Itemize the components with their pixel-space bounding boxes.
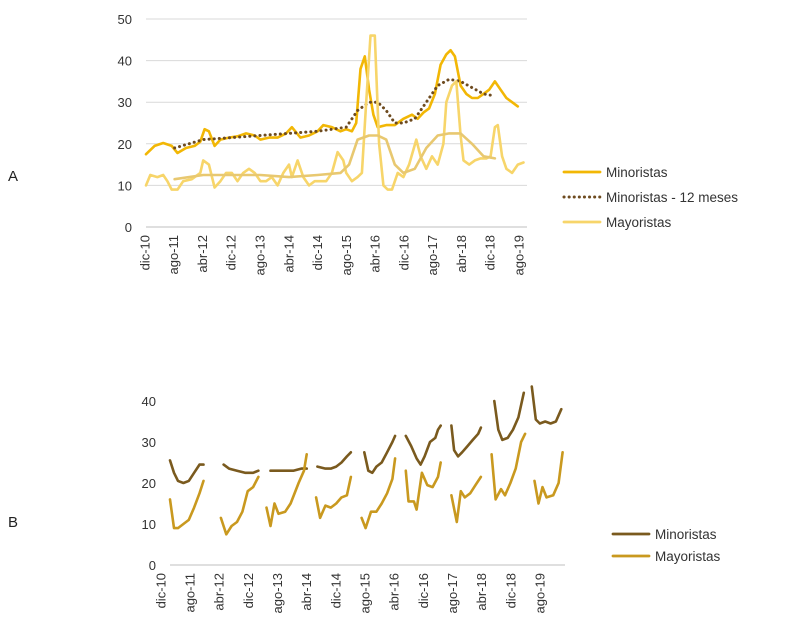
x-tick-label: dic-14 — [310, 235, 325, 270]
y-tick-label: 50 — [118, 12, 132, 27]
series-line — [168, 479, 205, 530]
x-tick-label: abr-14 — [281, 235, 296, 273]
x-tick-label: ago-13 — [270, 573, 285, 613]
x-tick-label: ago-11 — [183, 573, 198, 613]
x-tick-label: ago-15 — [358, 573, 373, 613]
series-line — [168, 459, 205, 485]
series-line — [363, 434, 397, 475]
series-line — [314, 475, 353, 520]
panel-b: B 0 10 20 30 40 dic-10 ago-11 abr-12 dic-12 ago-… — [8, 385, 721, 613]
y-tick-label: 30 — [118, 95, 132, 110]
x-tick-label: ago-11 — [166, 235, 181, 275]
x-tick-label: ago-17 — [445, 573, 460, 613]
series-line — [404, 461, 442, 511]
y-tick-label: 20 — [118, 137, 132, 152]
x-tick-label: ago-19 — [532, 573, 547, 613]
y-tick-label: 40 — [142, 394, 156, 409]
y-tick-label: 0 — [125, 220, 132, 235]
x-tick-label: abr-12 — [195, 235, 210, 273]
panel-b-series — [168, 385, 564, 536]
panel-b-x-tick-labels: dic-10 ago-11 abr-12 dic-12 ago-13 abr-14 dic-… — [153, 573, 547, 613]
panel-b-legend: Minoristas Mayoristas — [611, 527, 721, 564]
x-tick-label: dic-16 — [396, 235, 411, 270]
series-line — [493, 391, 526, 442]
series-line — [144, 34, 525, 191]
series-line — [173, 132, 497, 181]
panel-b-y-tick-labels: 0 10 20 30 40 — [142, 394, 156, 573]
y-tick-label: 0 — [149, 558, 156, 573]
x-tick-label: dic-12 — [224, 235, 239, 270]
series-line — [173, 77, 497, 150]
x-tick-label: abr-16 — [387, 573, 402, 611]
legend-label: Mayoristas — [655, 549, 721, 564]
legend-label: Minoristas — [606, 165, 668, 180]
panel-b-letter: B — [8, 514, 18, 531]
x-tick-label: dic-16 — [416, 573, 431, 608]
series-line — [219, 475, 260, 536]
x-tick-label: dic-12 — [241, 573, 256, 608]
x-tick-label: ago-15 — [339, 235, 354, 275]
x-tick-label: dic-10 — [137, 235, 152, 270]
x-tick-label: abr-18 — [474, 573, 489, 611]
x-tick-label: abr-16 — [368, 235, 383, 273]
x-tick-label: abr-12 — [212, 573, 227, 611]
series-line — [144, 48, 520, 156]
series-line — [530, 385, 563, 425]
x-tick-label: dic-10 — [153, 573, 168, 608]
y-tick-label: 40 — [118, 54, 132, 69]
x-tick-label: ago-19 — [511, 235, 526, 275]
series-line — [533, 451, 564, 505]
series-line — [450, 424, 483, 458]
x-tick-label: abr-14 — [299, 573, 314, 611]
panel-a: A 0 10 20 30 40 50 dic-10 ago-11 abr-12 dic-12 ag… — [8, 12, 738, 275]
series-line — [404, 424, 442, 466]
series-line — [265, 453, 308, 528]
x-tick-label: ago-17 — [425, 235, 440, 275]
series-line — [316, 451, 353, 470]
legend-label: Minoristas - 12 meses — [606, 190, 738, 205]
y-tick-label: 20 — [142, 476, 156, 491]
panel-a-gridlines — [146, 18, 527, 186]
x-tick-label: abr-18 — [454, 235, 469, 273]
legend-label: Minoristas — [655, 527, 717, 542]
panel-a-letter: A — [8, 168, 18, 185]
y-tick-label: 10 — [118, 178, 132, 193]
x-tick-label: dic-18 — [483, 235, 498, 270]
panel-a-legend: Minoristas Minoristas - 12 meses Mayorista… — [562, 165, 738, 230]
series-line — [360, 457, 397, 530]
y-tick-label: 10 — [142, 517, 156, 532]
panel-a-series — [144, 34, 525, 191]
legend-label: Mayoristas — [606, 215, 672, 230]
series-line — [490, 432, 527, 501]
x-tick-label: ago-13 — [253, 235, 268, 275]
series-line — [450, 475, 483, 524]
panel-a-x-tick-labels: dic-10 ago-11 abr-12 dic-12 ago-13 abr-14 dic-… — [137, 235, 526, 275]
x-tick-label: dic-18 — [503, 573, 518, 608]
series-line — [269, 467, 308, 472]
y-tick-label: 30 — [142, 435, 156, 450]
x-tick-label: dic-14 — [328, 573, 343, 608]
panel-a-y-tick-labels: 0 10 20 30 40 50 — [118, 12, 132, 235]
series-line — [222, 463, 260, 475]
